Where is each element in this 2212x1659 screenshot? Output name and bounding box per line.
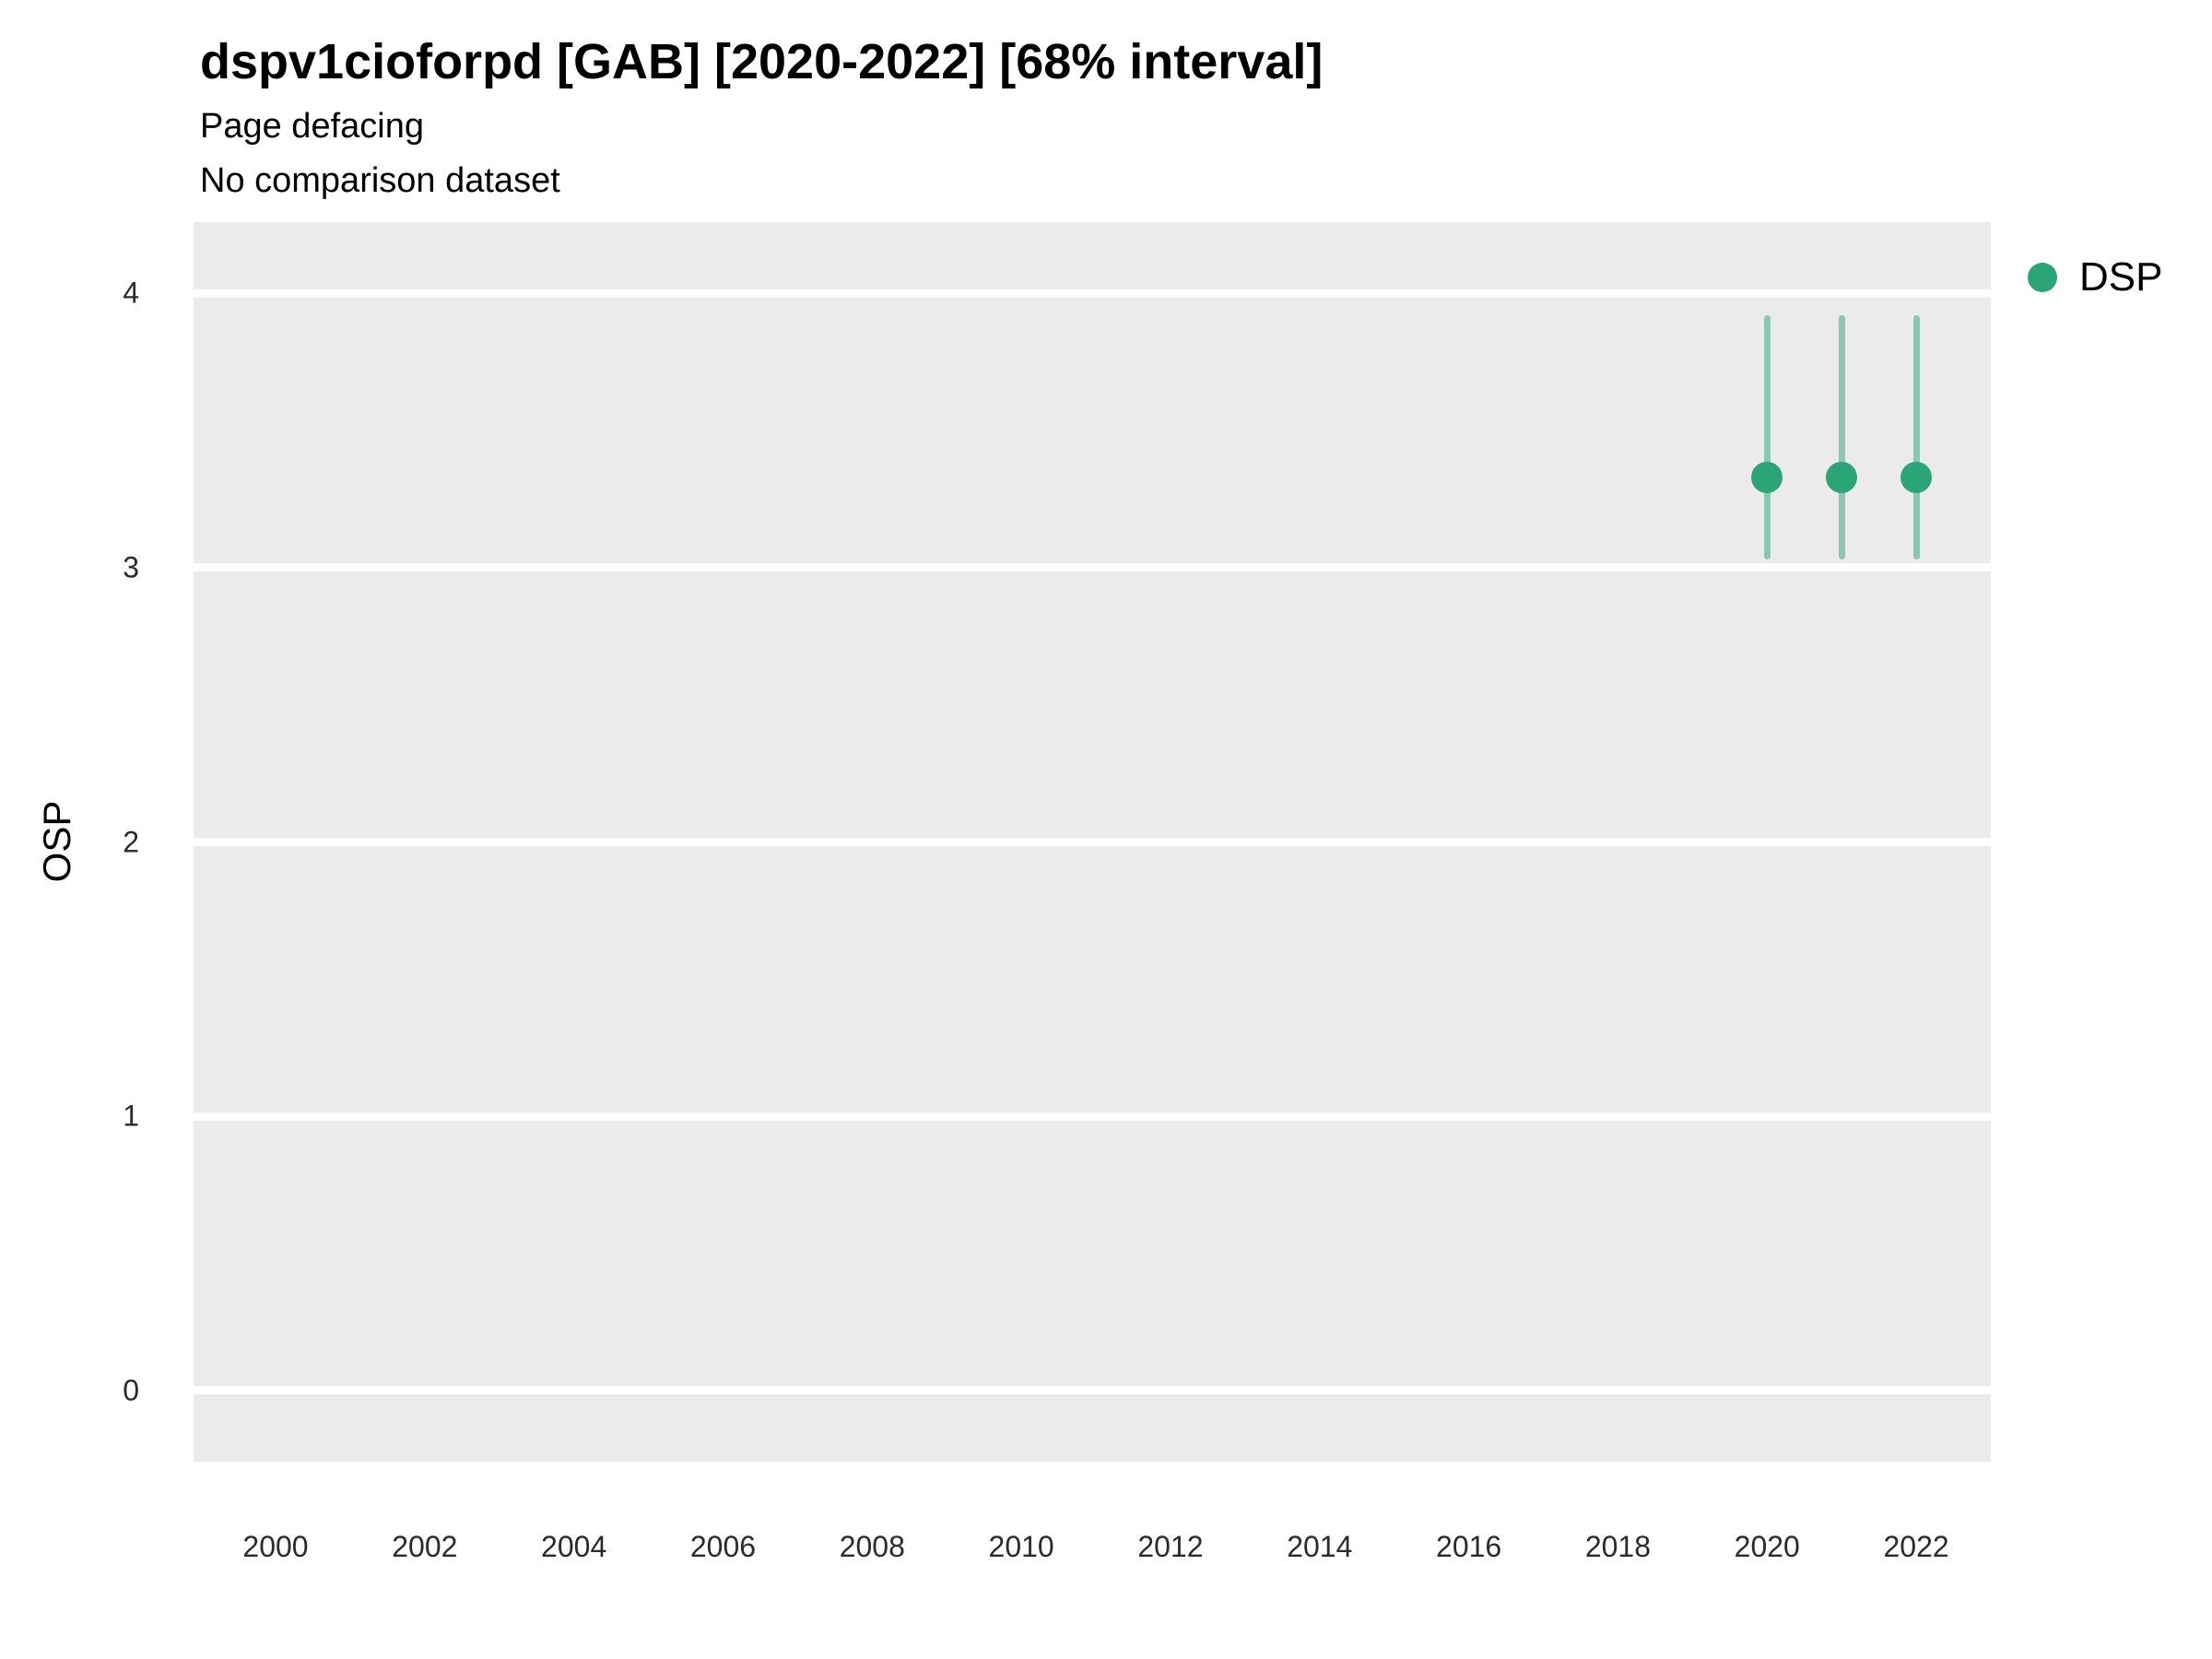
x-tick-label: 2000 xyxy=(242,1530,309,1563)
error-bar xyxy=(1763,315,1771,559)
legend: DSP xyxy=(2028,254,2162,300)
x-tick-label: 2008 xyxy=(839,1530,905,1563)
y-tick-label: 4 xyxy=(123,276,139,310)
x-tick-label: 2020 xyxy=(1734,1530,1800,1563)
chart-note: No comparison dataset xyxy=(200,161,560,200)
x-tick-label: 2016 xyxy=(1436,1530,1502,1563)
data-point xyxy=(1751,461,1783,493)
x-tick-label: 2002 xyxy=(392,1530,458,1563)
y-tick-label: 2 xyxy=(123,825,139,858)
legend-swatch-dsp xyxy=(2028,263,2057,292)
error-bar xyxy=(1838,315,1845,559)
data-point xyxy=(1900,461,1933,493)
legend-label-dsp: DSP xyxy=(2079,254,2163,300)
x-tick-label: 2014 xyxy=(1287,1530,1353,1563)
x-tick-label: 2010 xyxy=(988,1530,1054,1563)
data-point xyxy=(1826,461,1858,493)
x-tick-label: 2018 xyxy=(1584,1530,1652,1563)
y-tick-label: 1 xyxy=(123,1099,139,1133)
x-tick-label: 2004 xyxy=(541,1530,607,1563)
y-gridline xyxy=(194,1386,1991,1395)
chart-subtitle: Page defacing xyxy=(200,107,424,146)
y-gridline xyxy=(194,1112,1991,1121)
x-tick-label: 2006 xyxy=(689,1530,757,1563)
x-tick-label: 2012 xyxy=(1137,1530,1204,1563)
y-gridline xyxy=(194,288,1991,298)
error-bar xyxy=(1912,315,1920,559)
x-tick-label: 2022 xyxy=(1883,1530,1949,1563)
y-tick-label: 0 xyxy=(123,1373,139,1407)
chart-title: dspv1cioforpd [GAB] [2020-2022] [68% int… xyxy=(200,34,1324,89)
y-tick-label: 3 xyxy=(123,550,139,584)
y-gridline xyxy=(194,563,1991,572)
y-gridline xyxy=(194,838,1991,846)
